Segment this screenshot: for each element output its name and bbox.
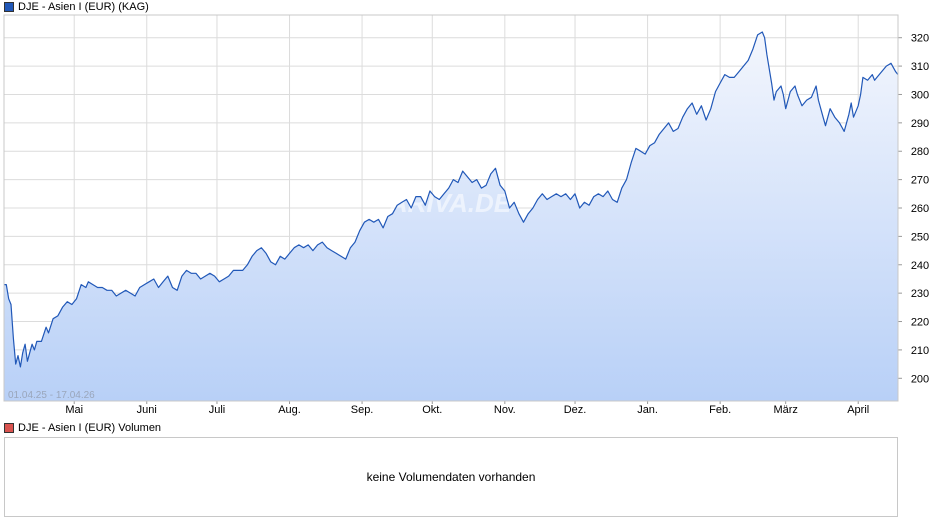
- volume-panel: keine Volumendaten vorhanden: [4, 437, 898, 517]
- y-tick-label: 220: [911, 317, 929, 329]
- y-tick-label: 230: [911, 288, 929, 300]
- date-range-label: 01.04.25 - 17.04.26: [8, 390, 95, 401]
- x-tick-label: Juni: [137, 404, 157, 416]
- y-tick-label: 250: [911, 231, 929, 243]
- price-line: [4, 31, 899, 368]
- x-tick-label: Aug.: [278, 404, 301, 416]
- y-tick-label: 280: [911, 146, 929, 158]
- x-tick-label: Mai: [65, 404, 83, 416]
- watermark: ARIVA.DE: [388, 188, 512, 218]
- volume-empty-message: keine Volumendaten vorhanden: [366, 470, 536, 484]
- volume-legend: DJE - Asien I (EUR) Volumen: [4, 421, 161, 435]
- x-tick-label: März: [773, 404, 797, 416]
- x-tick-label: Sep.: [351, 404, 374, 416]
- y-tick-label: 300: [911, 89, 929, 101]
- y-tick-label: 260: [911, 203, 929, 215]
- x-tick-label: Juli: [209, 404, 226, 416]
- volume-legend-swatch: [4, 423, 14, 433]
- x-tick-label: Feb.: [709, 404, 731, 416]
- y-tick-label: 240: [911, 260, 929, 272]
- price-chart: 200 210 220 230 240 250 260 270 280 290 300 310 320 M…: [3, 14, 929, 416]
- x-tick-label: April: [847, 404, 869, 416]
- price-legend-label: DJE - Asien I (EUR) (KAG): [18, 1, 149, 13]
- x-tick-label: Nov.: [494, 404, 516, 416]
- price-legend: DJE - Asien I (EUR) (KAG): [4, 0, 149, 14]
- plot-border: [3, 14, 899, 402]
- x-tick-label: Okt.: [422, 404, 442, 416]
- y-tick-label: 200: [911, 373, 929, 385]
- y-tick-label: 290: [911, 118, 929, 130]
- x-tick-label: Dez.: [564, 404, 587, 416]
- y-tick-label: 210: [911, 345, 929, 357]
- price-area-fill: [4, 32, 898, 401]
- x-tick-label: Jan.: [637, 404, 658, 416]
- price-legend-swatch: [4, 2, 14, 12]
- y-tick-label: 270: [911, 175, 929, 187]
- y-tick-label: 320: [911, 33, 929, 45]
- y-tick-label: 310: [911, 61, 929, 73]
- volume-legend-label: DJE - Asien I (EUR) Volumen: [18, 422, 162, 434]
